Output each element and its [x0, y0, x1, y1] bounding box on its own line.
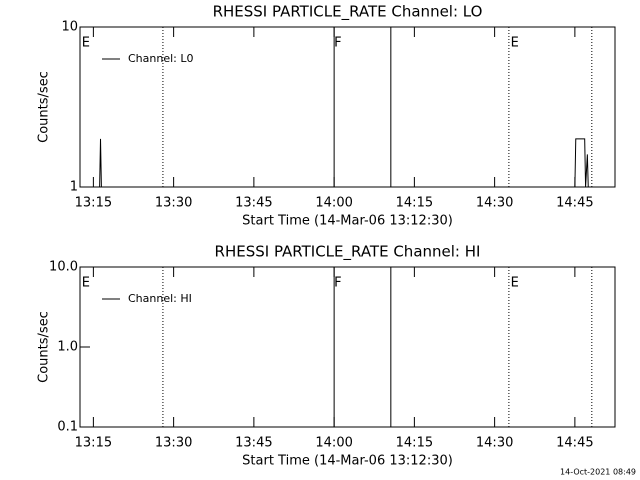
x-tick-label: 14:00: [315, 436, 352, 451]
event-label: E: [82, 276, 90, 291]
chart-title: RHESSI PARTICLE_RATE Channel: LO: [213, 3, 483, 22]
x-tick-label: 14:15: [396, 436, 433, 451]
event-label: F: [334, 276, 341, 291]
data-line: [98, 138, 589, 188]
x-tick-label: 13:15: [75, 436, 112, 451]
y-tick-label: 10: [61, 20, 78, 35]
event-label: F: [334, 36, 341, 51]
x-tick-label: 14:00: [315, 196, 352, 211]
y-axis-title: Counts/sec: [37, 71, 52, 143]
x-tick-label: 13:45: [235, 196, 272, 211]
legend-label: Channel: HI: [128, 292, 192, 305]
chart-title: RHESSI PARTICLE_RATE Channel: HI: [215, 243, 481, 262]
x-tick-label: 14:45: [556, 436, 593, 451]
x-tick-label: 13:15: [75, 196, 112, 211]
x-tick-label: 13:45: [235, 436, 272, 451]
x-axis-title: Start Time (14-Mar-06 13:12:30): [242, 214, 453, 229]
y-axis-title: Counts/sec: [37, 311, 52, 383]
footer: 14-Oct-2021 08:49: [560, 468, 636, 477]
event-label: E: [82, 36, 90, 51]
x-axis-title: Start Time (14-Mar-06 13:12:30): [242, 454, 453, 469]
x-tick-label: 14:45: [556, 196, 593, 211]
y-tick-label: 1.0: [57, 340, 78, 355]
x-tick-label: 14:30: [476, 436, 513, 451]
y-tick-label: 1: [70, 180, 78, 195]
y-tick-label: 0.1: [57, 420, 78, 435]
y-tick-label: 10.0: [49, 260, 78, 275]
x-tick-label: 14:30: [476, 196, 513, 211]
legend-label: Channel: L0: [128, 52, 194, 65]
x-tick-label: 14:15: [396, 196, 433, 211]
x-tick-label: 13:30: [155, 196, 192, 211]
event-label: E: [511, 36, 519, 51]
event-label: E: [511, 276, 519, 291]
x-tick-label: 13:30: [155, 436, 192, 451]
